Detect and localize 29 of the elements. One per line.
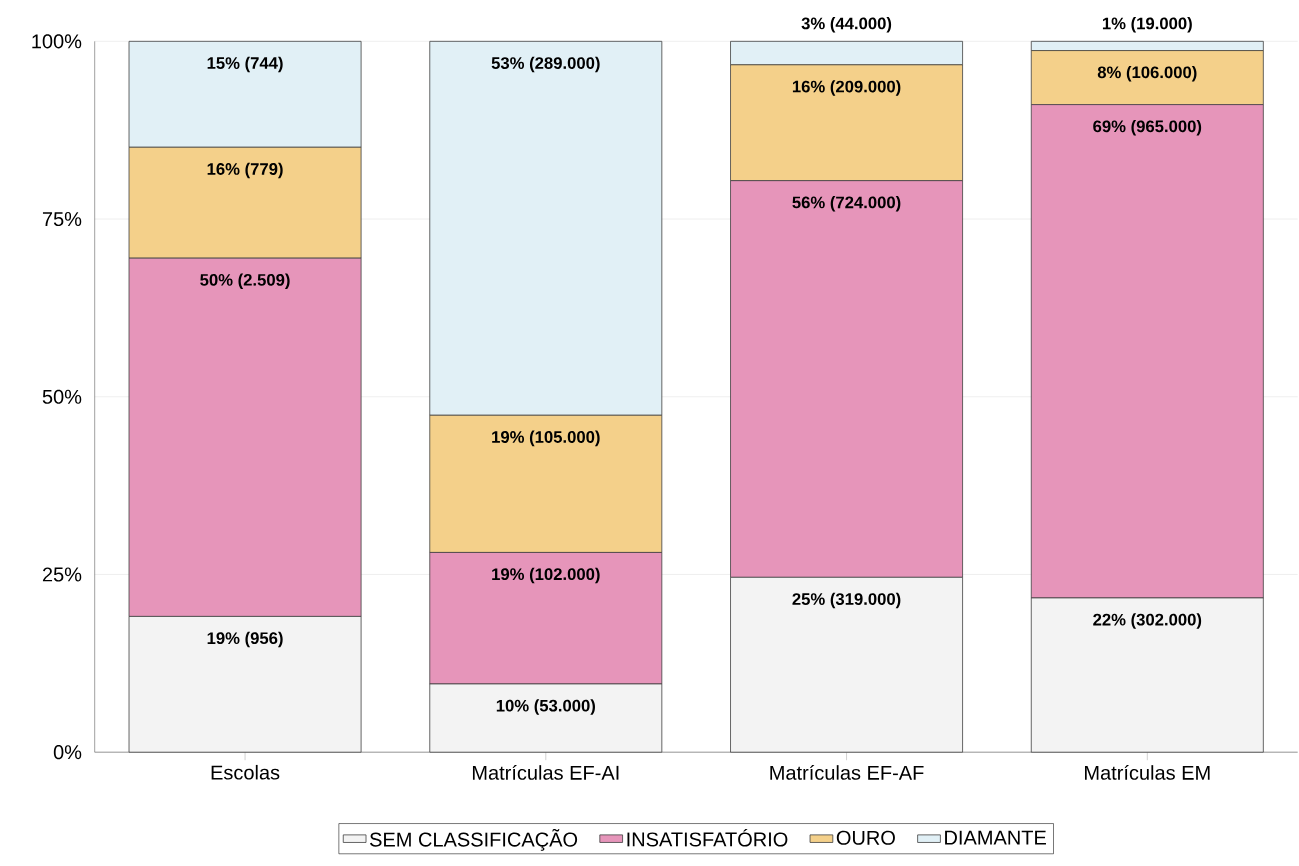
y-tick-label: 25% [42, 567, 82, 582]
data-label: 22% (302.000) [1093, 613, 1202, 630]
x-tick-label: Escolas [211, 765, 280, 780]
data-label: 19% (105.000) [492, 430, 600, 447]
y-tick-label: 75% [42, 212, 82, 227]
data-label: 16% (779) [207, 162, 283, 179]
legend-label: OURO [836, 830, 895, 846]
x-tick-label: Matrículas EF-AF [770, 765, 924, 781]
data-label: 19% (956) [207, 632, 283, 648]
x-tick-label: Matrículas EF-AI [472, 765, 619, 781]
data-label: 8% (106.000) [1097, 66, 1197, 82]
data-label: 3% (44.000) [801, 17, 892, 33]
data-label: 56% (724.000) [792, 196, 901, 212]
y-tick-label: 50% [42, 389, 82, 405]
y-tick-label: 100% [32, 34, 82, 49]
data-label: 25% (319.000) [792, 592, 901, 609]
y-tick-label: 0% [53, 745, 82, 760]
x-tick-label: Matrículas EM [1085, 765, 1210, 781]
legend-label: INSATISFATÓRIO [627, 829, 788, 847]
data-label: 19% (102.000) [492, 568, 600, 584]
legend-label: DIAMANTE [945, 831, 1046, 845]
data-label: 10% (53.000) [496, 699, 595, 716]
data-label: 50% (2.509) [200, 273, 290, 290]
data-label: 15% (744) [207, 56, 283, 73]
data-label: 69% (965.000) [1093, 120, 1202, 136]
legend-label: SEM CLASSIFICAÇÃO [369, 829, 578, 851]
data-label: 16% (209.000) [792, 80, 901, 96]
data-label: 1% (19.000) [1102, 17, 1192, 33]
data-label: 53% (289.000) [491, 56, 600, 73]
